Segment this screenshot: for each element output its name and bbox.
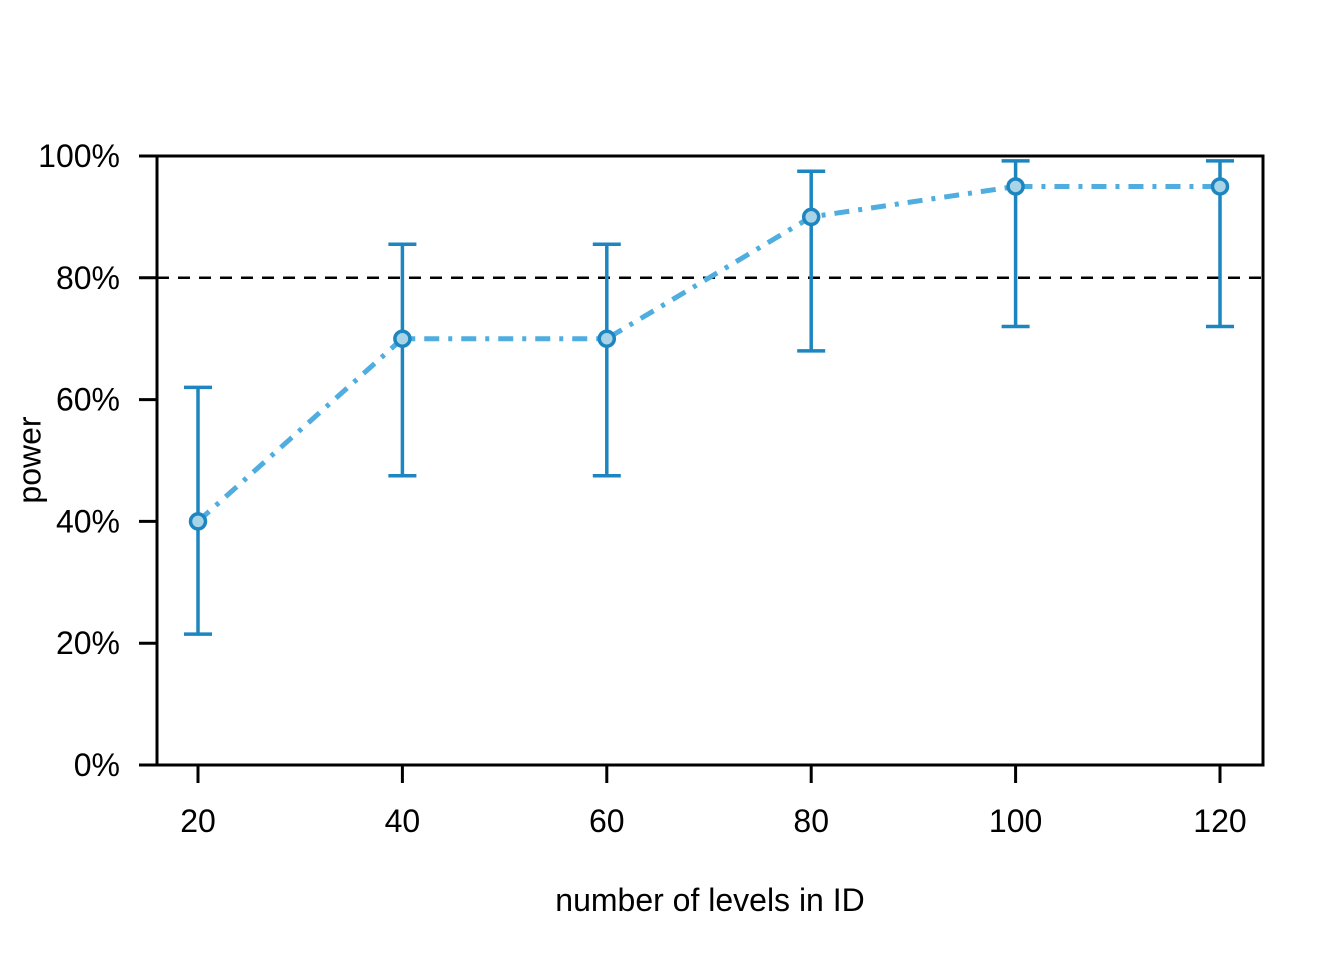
y-tick-label: 20% — [56, 625, 120, 661]
data-point-marker — [801, 207, 821, 227]
y-tick-label: 0% — [74, 747, 120, 783]
y-tick-label: 80% — [56, 260, 120, 296]
data-point-marker — [393, 329, 412, 348]
y-tick-label: 100% — [38, 138, 120, 174]
data-point-marker — [188, 512, 208, 531]
x-tick-label: 80 — [793, 803, 829, 839]
x-tick-label: 100 — [989, 803, 1042, 839]
y-axis-title: power — [11, 416, 48, 504]
x-tick-label: 60 — [589, 803, 625, 839]
data-point-marker — [597, 329, 617, 348]
x-tick-label: 20 — [180, 803, 216, 839]
x-tick-label: 40 — [385, 803, 421, 839]
y-tick-label: 40% — [56, 503, 120, 539]
data-point-marker — [1006, 177, 1025, 196]
series-line — [196, 183, 1220, 524]
x-axis-title: number of levels in ID — [555, 882, 865, 918]
plot-border — [155, 154, 1265, 767]
data-point-marker — [1210, 177, 1230, 196]
x-tick-label: 120 — [1193, 803, 1246, 839]
y-tick-label: 60% — [56, 382, 120, 418]
